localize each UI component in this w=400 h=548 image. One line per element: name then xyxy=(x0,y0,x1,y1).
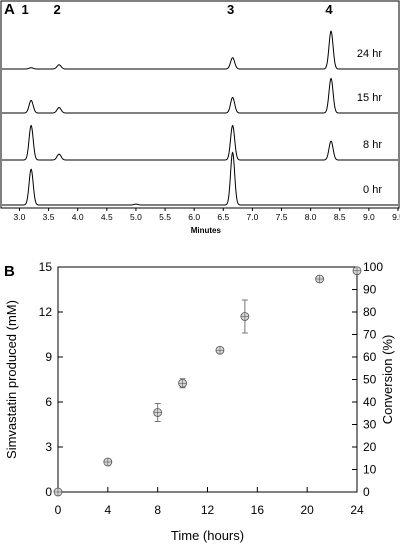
left-y-tick-label: 15 xyxy=(39,260,53,274)
panel-b-scatter: B 0 3 6 9 12 15 0 10 20 30 40 50 60 70 80 90 100 0 4 8 12 1… xyxy=(4,260,395,543)
x-axis-title: Time (hours) xyxy=(171,528,244,543)
a-tick-label: 4.0 xyxy=(72,212,84,222)
data-point xyxy=(315,274,325,284)
a-tick-label: 3.5 xyxy=(43,212,55,222)
x-tick-label: 8 xyxy=(154,503,161,517)
a-tick-label: 4.5 xyxy=(101,212,113,222)
trace-15-hr xyxy=(2,77,398,114)
trace-labels: 24 hr 15 hr 8 hr 0 hr xyxy=(357,48,382,196)
a-tick-label: 7.0 xyxy=(246,212,258,222)
peak-labels: 1 2 3 4 xyxy=(22,2,334,17)
peak-label-1: 1 xyxy=(22,2,29,17)
left-y-tick-label: 0 xyxy=(45,485,52,499)
x-tick-label: 16 xyxy=(251,503,265,517)
a-tick-label: 8.5 xyxy=(334,212,346,222)
trace-label-24-hr: 24 hr xyxy=(357,48,382,60)
left-y-tick-label: 9 xyxy=(45,350,52,364)
panel-a-chromatogram: A 1 2 3 4 24 hr 15 hr 8 hr 0 hr 3.0 3.5 4.0 4.5 5.… xyxy=(0,0,400,235)
right-y-tick-label: 60 xyxy=(363,350,377,364)
a-tick-label: 5.5 xyxy=(159,212,171,222)
trace-label-8-hr: 8 hr xyxy=(363,139,382,151)
right-y-tick-label: 90 xyxy=(363,283,377,297)
right-y-tick-label: 70 xyxy=(363,328,377,342)
peak-label-2: 2 xyxy=(53,2,60,17)
right-y-tick-label: 50 xyxy=(363,373,377,387)
trace-8-hr xyxy=(2,124,398,161)
data-point xyxy=(215,345,225,355)
data-point xyxy=(178,378,187,389)
right-y-tick-label: 10 xyxy=(363,463,377,477)
left-y-axis-title: Simvastatin produced (mM) xyxy=(4,300,19,459)
trace-label-0-hr: 0 hr xyxy=(363,184,382,196)
a-tick-label: 9.5 xyxy=(392,212,400,222)
left-y-tick-label: 3 xyxy=(45,440,52,454)
left-y-ticks: 0 3 6 9 12 15 xyxy=(39,260,63,499)
a-tick-label: 5.0 xyxy=(130,212,142,222)
peak-label-3: 3 xyxy=(227,2,234,17)
a-tick-label: 3.0 xyxy=(14,212,26,222)
trace-label-15-hr: 15 hr xyxy=(357,92,382,104)
right-y-tick-label: 40 xyxy=(363,395,377,409)
data-point xyxy=(53,487,63,497)
data-point xyxy=(153,403,163,422)
x-tick-label: 20 xyxy=(300,503,314,517)
panel-b-letter: B xyxy=(4,263,15,280)
x-tick-label: 12 xyxy=(201,503,215,517)
x-ticks: 0 4 8 12 16 20 24 xyxy=(55,487,364,517)
panel-b-plot-frame xyxy=(57,266,358,493)
trace-0-hr xyxy=(2,151,398,206)
x-tick-label: 24 xyxy=(350,503,364,517)
panel-a-letter: A xyxy=(4,1,15,18)
right-y-axis-title: Conversion (%) xyxy=(380,335,395,425)
a-tick-label: 6.5 xyxy=(217,212,229,222)
a-tick-label: 6.0 xyxy=(188,212,200,222)
x-tick-label: 0 xyxy=(55,503,62,517)
panel-a-x-ticks: 3.0 3.5 4.0 4.5 5.0 5.5 6.0 6.5 7.0 7.5 8.0 8.5 9.0 9… xyxy=(14,208,400,222)
right-y-ticks: 0 10 20 30 40 50 60 70 80 90 100 xyxy=(352,260,383,499)
right-y-tick-label: 0 xyxy=(363,485,370,499)
data-points xyxy=(53,266,362,497)
peak-label-4: 4 xyxy=(325,2,333,17)
trace-24-hr xyxy=(2,30,398,70)
data-point xyxy=(103,457,113,467)
panel-a-frame xyxy=(0,0,400,209)
left-y-tick-label: 6 xyxy=(45,395,52,409)
data-point xyxy=(240,299,250,334)
a-tick-label: 7.5 xyxy=(276,212,288,222)
a-tick-label: 8.0 xyxy=(305,212,317,222)
x-tick-label: 4 xyxy=(104,503,111,517)
chromatogram-traces xyxy=(2,30,398,206)
right-y-tick-label: 80 xyxy=(363,305,377,319)
panel-a-x-axis-title: Minutes xyxy=(191,226,222,235)
data-point xyxy=(352,266,362,276)
left-y-tick-label: 12 xyxy=(39,305,53,319)
a-tick-label: 9.0 xyxy=(363,212,375,222)
right-y-tick-label: 100 xyxy=(363,260,383,274)
right-y-tick-label: 30 xyxy=(363,418,377,432)
right-y-tick-label: 20 xyxy=(363,440,377,454)
